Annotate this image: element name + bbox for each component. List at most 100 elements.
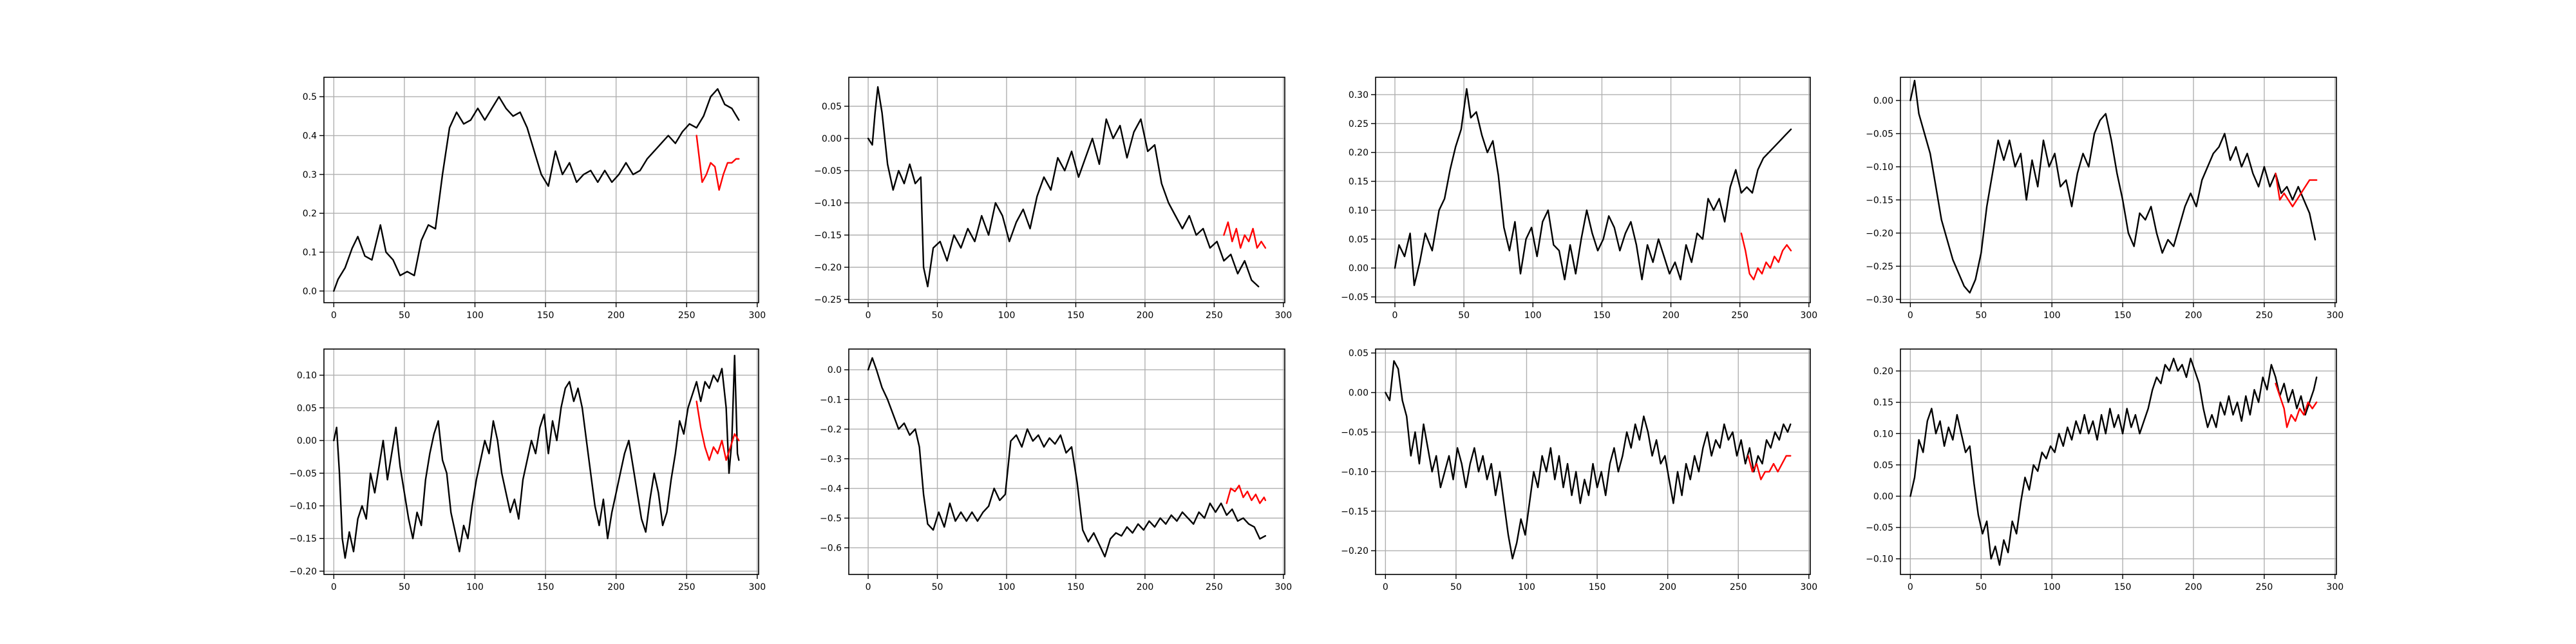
x-tick-label: 250: [2256, 582, 2273, 592]
y-tick-label: −0.10: [289, 501, 317, 511]
x-tick-label: 300: [2326, 310, 2344, 321]
x-tick-label: 300: [748, 310, 766, 321]
y-tick-label: 0.05: [297, 403, 317, 413]
x-tick-label: 300: [1274, 310, 1292, 321]
series-line-red: [1740, 232, 1792, 281]
y-tick-label: 0.10: [297, 371, 317, 381]
x-tick-label: 200: [2185, 310, 2202, 321]
y-tick-label: −0.20: [814, 263, 842, 273]
x-tick-label: 250: [678, 582, 696, 592]
y-tick-label: −0.10: [1341, 467, 1368, 477]
x-tick-label: 100: [998, 310, 1016, 321]
x-tick-label: 50: [399, 582, 410, 592]
y-tick-label: −0.05: [289, 469, 317, 479]
y-tick-label: 0.1: [303, 248, 317, 258]
y-tick-label: 0.00: [1873, 96, 1893, 106]
x-tick-label: 50: [399, 310, 410, 321]
series-line-black: [867, 357, 1267, 558]
y-tick-label: 0.0: [828, 365, 842, 375]
y-tick-label: 0.0: [303, 287, 317, 297]
series-line-black: [333, 88, 740, 292]
y-tick-label: 0.00: [297, 436, 317, 446]
x-tick-label: 100: [2043, 582, 2061, 592]
x-tick-label: 150: [1589, 582, 1606, 592]
x-tick-label: 250: [2256, 310, 2273, 321]
y-tick-label: −0.20: [289, 567, 317, 577]
y-tick-label: 0.10: [1873, 429, 1893, 439]
y-tick-label: 0.5: [303, 92, 317, 102]
y-tick-label: −0.15: [1866, 195, 1893, 205]
x-tick-label: 250: [1206, 310, 1223, 321]
x-tick-label: 300: [2326, 582, 2344, 592]
y-tick-label: −0.05: [1341, 292, 1368, 303]
x-tick-label: 0: [1908, 582, 1913, 592]
y-tick-label: 0.4: [303, 131, 317, 142]
subplot-6: 0 50 100 150 200 250 300 −0.6 −0.5 −0.4 −0.3 −0.2 −0…: [820, 348, 1292, 592]
x-tick-label: 150: [1067, 310, 1084, 321]
y-tick-label: −0.6: [820, 544, 842, 554]
y-tick-label: 0.05: [1349, 234, 1368, 245]
y-tick-label: 0.05: [822, 102, 842, 112]
y-tick-label: 0.25: [1349, 119, 1368, 129]
y-tick-label: −0.15: [814, 231, 842, 241]
x-tick-label: 100: [1518, 582, 1535, 592]
subplot-5: 0 50 100 150 200 250 300 −0.20 −0.15 −0.10 −0.05 0.…: [289, 348, 766, 592]
y-tick-label: −0.3: [820, 454, 842, 464]
y-tick-label: −0.25: [814, 295, 842, 305]
axes-frame: [1900, 77, 2337, 303]
series-line-black: [1909, 357, 2318, 566]
y-tick-label: 0.15: [1349, 177, 1368, 187]
y-tick-label: −0.10: [1866, 554, 1893, 565]
x-tick-label: 0: [866, 582, 871, 592]
y-tick-label: 0.00: [1873, 491, 1893, 502]
x-tick-label: 0: [1908, 310, 1913, 321]
y-tick-label: 0.20: [1873, 366, 1893, 377]
x-tick-label: 0: [331, 582, 337, 592]
x-tick-label: 200: [1662, 310, 1680, 321]
x-tick-label: 100: [998, 582, 1016, 592]
y-tick-label: −0.1: [820, 395, 842, 405]
x-tick-label: 100: [2043, 310, 2061, 321]
axes-frame: [323, 348, 759, 575]
x-tick-label: 300: [1800, 310, 1817, 321]
x-tick-label: 50: [932, 310, 943, 321]
y-tick-label: −0.5: [820, 514, 842, 524]
x-tick-label: 0: [866, 310, 871, 321]
y-tick-label: −0.25: [1866, 261, 1893, 272]
x-tick-label: 150: [2114, 582, 2132, 592]
series-line-red: [696, 135, 740, 191]
x-tick-label: 100: [466, 310, 484, 321]
series-line-black: [1385, 360, 1792, 560]
x-tick-label: 150: [2114, 310, 2132, 321]
y-tick-label: 0.00: [822, 134, 842, 144]
series-line-red: [2275, 173, 2318, 207]
x-tick-label: 200: [1137, 310, 1154, 321]
x-tick-label: 250: [1730, 582, 1747, 592]
y-tick-label: 0.20: [1349, 148, 1368, 158]
y-tick-label: 0.30: [1349, 90, 1368, 100]
x-tick-label: 300: [748, 582, 766, 592]
x-tick-label: 50: [1450, 582, 1462, 592]
y-tick-label: −0.05: [1866, 129, 1893, 140]
y-tick-label: 0.00: [1349, 388, 1368, 399]
x-tick-label: 50: [932, 582, 943, 592]
y-tick-label: 0.3: [303, 170, 317, 180]
x-tick-label: 200: [1137, 582, 1154, 592]
axes-frame: [1375, 348, 1811, 575]
x-tick-label: 100: [466, 582, 484, 592]
series-line-black: [867, 86, 1260, 288]
subplot-grid: 0 50 100 150 200 250 300 0.0 0.1 0.2 0.3 0.4 0.5 0 50 1…: [289, 77, 2344, 592]
y-tick-label: −0.15: [289, 534, 317, 544]
series-line-black: [1394, 88, 1792, 287]
x-tick-label: 150: [1067, 582, 1084, 592]
subplot-2: 0 50 100 150 200 250 300 −0.25 −0.20 −0.15 −0.10 −0…: [814, 77, 1292, 321]
axes-frame: [848, 77, 1285, 303]
x-tick-label: 100: [1524, 310, 1542, 321]
y-tick-label: −0.10: [1866, 162, 1893, 173]
x-tick-label: 200: [2185, 582, 2202, 592]
y-tick-label: −0.30: [1866, 295, 1893, 305]
y-tick-label: −0.20: [1341, 546, 1368, 556]
y-tick-label: −0.05: [1341, 428, 1368, 438]
